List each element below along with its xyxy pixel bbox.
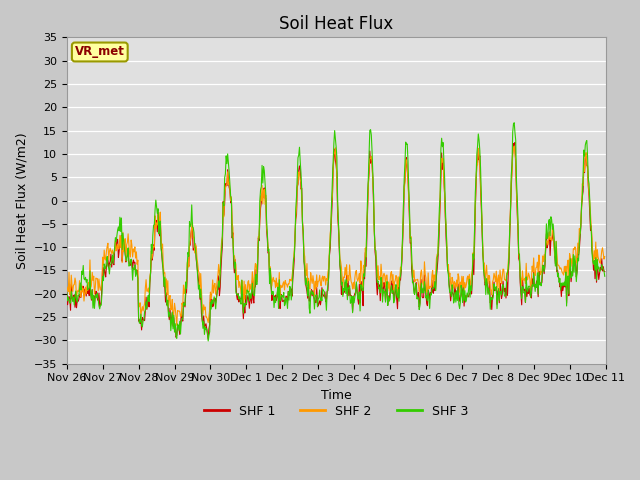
- Y-axis label: Soil Heat Flux (W/m2): Soil Heat Flux (W/m2): [15, 132, 28, 269]
- X-axis label: Time: Time: [321, 389, 351, 402]
- Text: VR_met: VR_met: [75, 46, 125, 59]
- Legend: SHF 1, SHF 2, SHF 3: SHF 1, SHF 2, SHF 3: [199, 400, 473, 423]
- Title: Soil Heat Flux: Soil Heat Flux: [279, 15, 393, 33]
